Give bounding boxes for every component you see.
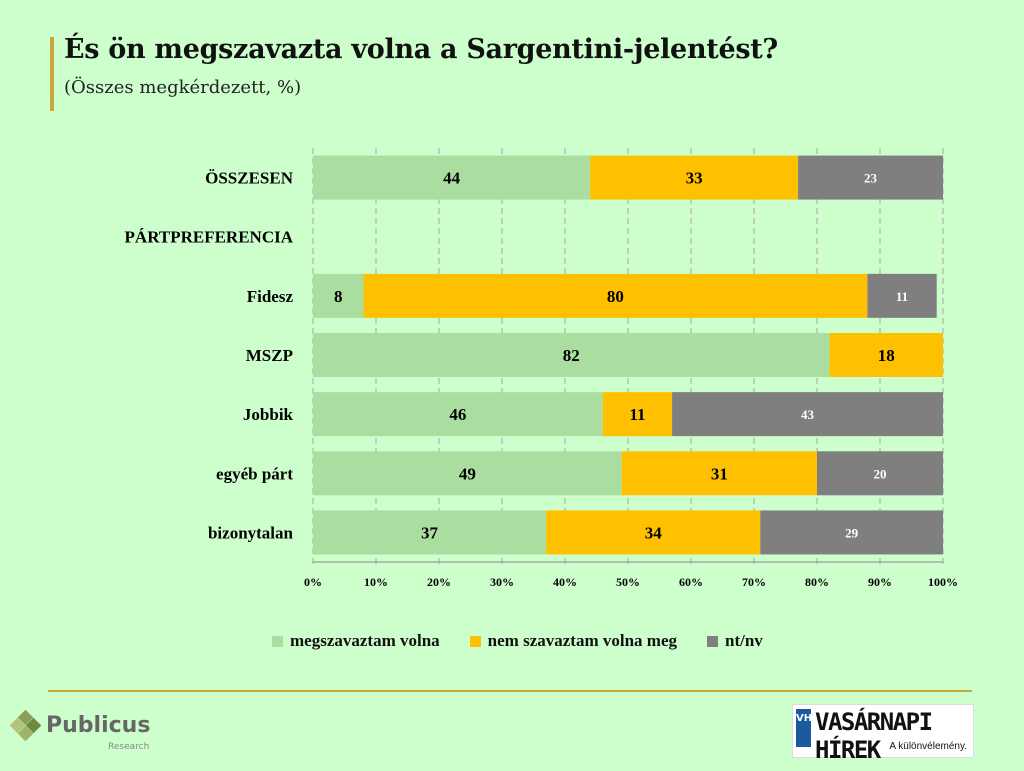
chart-subtitle: (Összes megkérdezett, %) xyxy=(64,77,302,98)
data-label: 20 xyxy=(874,466,887,481)
x-tick-label: 30% xyxy=(490,575,514,589)
bar-segment xyxy=(313,451,622,496)
legend-label-no: nem szavaztam volna meg xyxy=(487,631,677,650)
publicus-diamond-icon xyxy=(9,709,42,742)
data-label: 80 xyxy=(607,287,624,306)
x-tick-label: 90% xyxy=(868,575,892,589)
category-label: bizonytalan xyxy=(208,523,294,542)
x-tick-label: 10% xyxy=(364,575,388,589)
bar-segment xyxy=(313,392,603,437)
category-label: PÁRTPREFERENCIA xyxy=(125,228,294,247)
bar-segment xyxy=(546,510,761,555)
data-label: 31 xyxy=(711,464,728,483)
bar-segment xyxy=(313,510,547,555)
legend-item-yes: megszavaztam volna xyxy=(272,631,440,651)
bar-segment xyxy=(590,155,799,200)
legend-label-yes: megszavaztam volna xyxy=(290,631,440,650)
publicus-sub: Research xyxy=(108,742,150,752)
vasarnapi-hirek-tagline: A különvélemény. xyxy=(889,741,967,752)
legend-item-dk: nt/nv xyxy=(707,631,763,651)
publicus-logo: Publicus Research xyxy=(9,709,151,752)
bar-segment xyxy=(829,333,943,377)
data-label: 46 xyxy=(449,405,466,424)
x-tick-label: 20% xyxy=(427,575,451,589)
x-tick-label: 50% xyxy=(616,575,640,589)
bar-segment xyxy=(363,273,868,318)
data-label: 11 xyxy=(629,405,645,424)
x-tick-label: 0% xyxy=(304,575,322,589)
bar-segment xyxy=(867,273,937,318)
data-label: 44 xyxy=(443,169,461,188)
data-label: 49 xyxy=(459,464,476,483)
bar-segment xyxy=(798,155,943,200)
title-accent-rule xyxy=(50,37,54,111)
data-label: 8 xyxy=(334,287,343,306)
legend-swatch-no xyxy=(469,635,481,647)
data-label: 33 xyxy=(686,169,703,188)
category-label: MSZP xyxy=(246,346,293,365)
legend-item-no: nem szavaztam volna meg xyxy=(469,631,677,651)
bar-segment xyxy=(672,392,943,437)
vasarnapi-hirek-brand: VASÁRNAPI HÍREK xyxy=(815,708,933,764)
bar-segment xyxy=(817,451,943,496)
x-tick-label: 80% xyxy=(805,575,829,589)
category-label: Jobbik xyxy=(243,405,294,424)
vasarnapi-hirek-logo: VH VASÁRNAPI HÍREK A különvélemény. xyxy=(792,704,974,764)
x-tick-label: 40% xyxy=(553,575,577,589)
bar-segment xyxy=(313,333,830,377)
data-label: 23 xyxy=(864,171,878,186)
chart-legend: megszavaztam volna nem szavaztam volna m… xyxy=(272,631,793,651)
bar-segment xyxy=(602,392,673,437)
data-label: 11 xyxy=(896,289,908,304)
publicus-name: Publicus xyxy=(46,713,151,738)
data-label: 43 xyxy=(801,407,815,422)
chart-title: És ön megszavazta volna a Sargentini-jel… xyxy=(64,34,778,65)
footer-rule xyxy=(48,690,972,692)
bar-segment xyxy=(313,273,364,318)
x-tick-label: 70% xyxy=(742,575,766,589)
vh-badge: VH xyxy=(796,709,812,747)
category-label: egyéb párt xyxy=(216,464,293,483)
category-label: Fidesz xyxy=(247,287,294,306)
legend-swatch-yes xyxy=(272,635,283,647)
bar-segment xyxy=(313,155,591,200)
x-tick-label: 100% xyxy=(928,575,958,589)
data-label: 29 xyxy=(845,525,859,540)
data-label: 37 xyxy=(421,523,439,542)
category-label: ÖSSZESEN xyxy=(205,169,294,188)
data-label: 82 xyxy=(563,346,580,365)
bar-segment xyxy=(621,451,817,496)
data-label: 18 xyxy=(878,346,895,365)
x-tick-label: 60% xyxy=(679,575,703,589)
stacked-bar-chart: 0% 10% 20% 30% 40% 50% 60% 70% 80% 90% 100% ÖSSZESE… xyxy=(125,148,958,589)
bar-segment xyxy=(760,510,943,555)
legend-label-dk: nt/nv xyxy=(725,631,763,650)
legend-swatch-dk xyxy=(707,635,718,647)
data-label: 34 xyxy=(645,523,663,542)
